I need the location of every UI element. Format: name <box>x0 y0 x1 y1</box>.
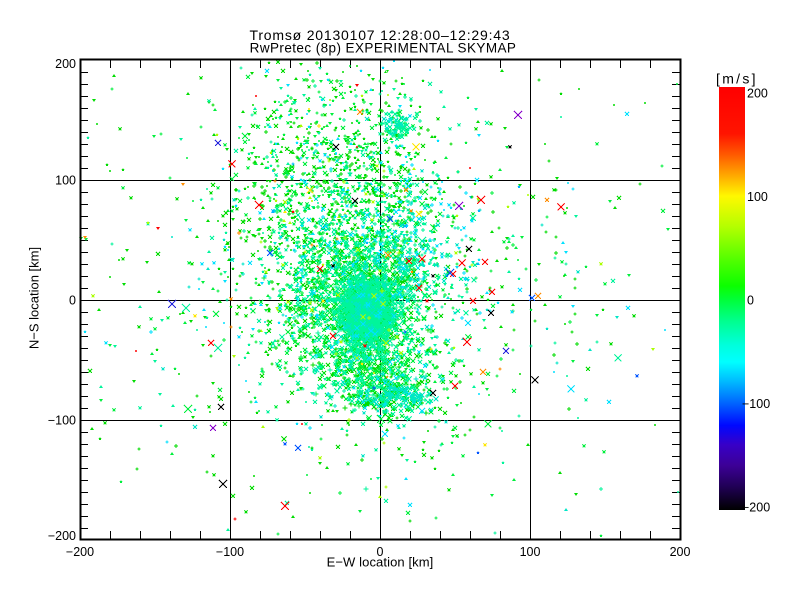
svg-text:−200: −200 <box>48 529 76 543</box>
svg-text:100: 100 <box>55 174 76 188</box>
svg-text:Tromsø 20130107 12:28:00–12:29: Tromsø 20130107 12:28:00–12:29:43 <box>250 27 511 43</box>
svg-text:0: 0 <box>69 294 76 308</box>
svg-text:100: 100 <box>520 545 541 559</box>
svg-text:N−S location [km]: N−S location [km] <box>27 247 42 349</box>
svg-text:200: 200 <box>670 545 691 559</box>
svg-text:−200: −200 <box>66 545 94 559</box>
svg-text:100: 100 <box>747 190 768 204</box>
svg-text:−100: −100 <box>742 397 770 411</box>
svg-text:−100: −100 <box>48 414 76 428</box>
svg-text:−200: −200 <box>742 501 770 515</box>
svg-text:200: 200 <box>55 57 76 71</box>
svg-text:RwPretec (8p) EXPERIMENTAL SKY: RwPretec (8p) EXPERIMENTAL SKYMAP <box>250 41 517 56</box>
svg-text:[m/s]: [m/s] <box>716 71 758 87</box>
svg-text:0: 0 <box>747 294 754 308</box>
svg-text:E−W location [km]: E−W location [km] <box>327 555 434 570</box>
svg-text:0: 0 <box>377 545 384 559</box>
svg-text:200: 200 <box>747 87 768 101</box>
svg-text:−100: −100 <box>216 545 244 559</box>
